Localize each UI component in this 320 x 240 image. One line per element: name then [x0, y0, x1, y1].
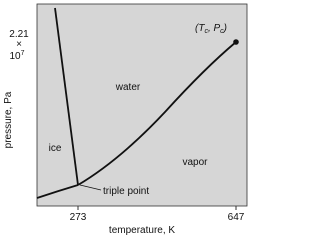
plot-area — [36, 3, 248, 207]
region-label: ice — [49, 143, 62, 154]
critical-point — [233, 39, 239, 45]
critical-label: (Tc, Pc) — [195, 23, 227, 35]
y-tick-label: × — [16, 39, 22, 50]
sublimation-curve — [36, 184, 79, 199]
phase-diagram: water ice vapor triple point (Tc, Pc) 2.… — [3, 3, 248, 236]
melting-curve — [54, 7, 79, 186]
y-tick-label: 2.21 — [9, 29, 29, 40]
vaporization-curve — [77, 41, 237, 186]
y-axis-label: pressure, Pa — [3, 91, 14, 148]
y-tick-label: 107 — [9, 50, 24, 62]
x-tick-label: 647 — [228, 212, 245, 223]
x-axis-label: temperature, K — [109, 225, 175, 236]
leader-line — [79, 184, 102, 191]
region-label: water — [115, 82, 141, 93]
x-tick-label: 273 — [70, 212, 87, 223]
point-label: triple point — [103, 186, 149, 197]
region-label: vapor — [182, 157, 208, 168]
